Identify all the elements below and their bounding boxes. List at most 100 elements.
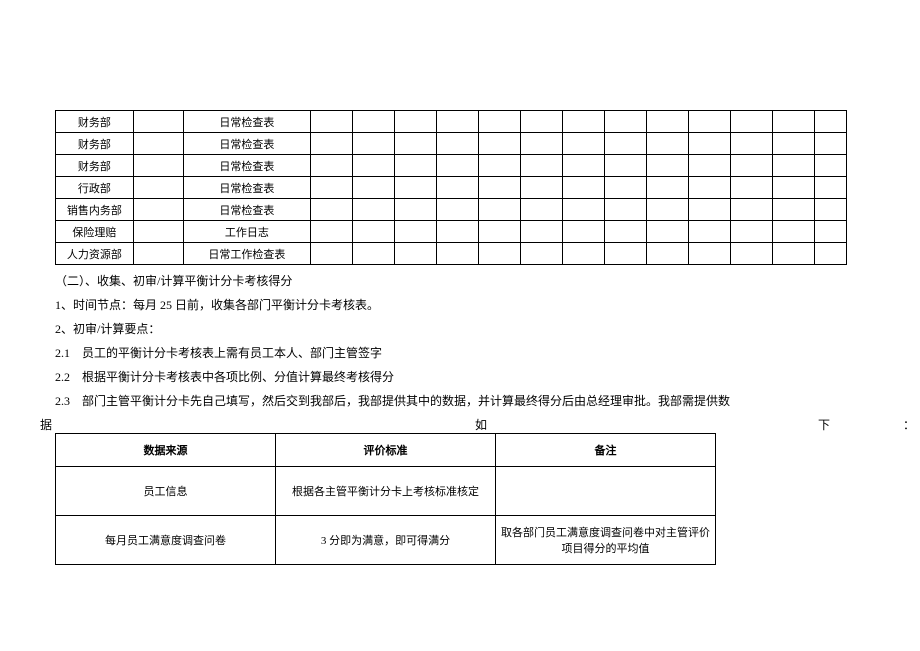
cell xyxy=(520,199,562,221)
cell xyxy=(773,221,815,243)
cell xyxy=(310,221,352,243)
cell xyxy=(394,243,436,265)
cell xyxy=(310,177,352,199)
cell xyxy=(562,133,604,155)
cell xyxy=(394,111,436,133)
cell xyxy=(773,155,815,177)
cell xyxy=(133,155,183,177)
cell xyxy=(773,133,815,155)
list-item: 2.1 员工的平衡计分卡考核表上需有员工本人、部门主管签字 xyxy=(55,341,865,365)
table-row: 保险理赔工作日志 xyxy=(56,221,847,243)
cell-doc: 日常检查表 xyxy=(184,177,310,199)
cell xyxy=(133,111,183,133)
cell xyxy=(436,199,478,221)
table-row: 财务部 日常检查表 xyxy=(56,133,847,155)
table-row: 每月员工满意度调查问卷 3 分即为满意，即可得满分 取各部门员工满意度调查问卷中… xyxy=(56,516,716,565)
cell xyxy=(689,199,731,221)
cell xyxy=(815,155,847,177)
cell xyxy=(310,111,352,133)
cell xyxy=(815,133,847,155)
cell xyxy=(773,177,815,199)
cell-doc: 日常检查表 xyxy=(184,199,310,221)
cell xyxy=(436,177,478,199)
cell-doc: 日常检查表 xyxy=(184,155,310,177)
cell xyxy=(352,243,394,265)
cell xyxy=(352,221,394,243)
cell xyxy=(478,155,520,177)
cell xyxy=(647,177,689,199)
cell xyxy=(689,133,731,155)
cell xyxy=(604,111,646,133)
cell xyxy=(520,133,562,155)
list-item: 2.3 部门主管平衡计分卡先自己填写，然后交到我部后，我部提供其中的数据，并计算… xyxy=(55,389,865,413)
cell xyxy=(562,155,604,177)
cell xyxy=(815,221,847,243)
cell-doc: 日常检查表 xyxy=(184,111,310,133)
cell: 根据各主管平衡计分卡上考核标准核定 xyxy=(276,467,496,516)
cell xyxy=(731,199,773,221)
cell xyxy=(520,155,562,177)
cell-dept: 财务部 xyxy=(56,133,134,155)
cell xyxy=(731,221,773,243)
cell xyxy=(604,155,646,177)
cell xyxy=(133,199,183,221)
cell xyxy=(394,221,436,243)
cell xyxy=(310,243,352,265)
cell xyxy=(478,221,520,243)
cell xyxy=(352,177,394,199)
cell xyxy=(647,199,689,221)
cell-dept: 保险理赔 xyxy=(56,221,134,243)
char-left: 据 xyxy=(40,413,52,437)
cell xyxy=(689,243,731,265)
cell xyxy=(520,111,562,133)
col-header: 数据来源 xyxy=(56,434,276,467)
cell xyxy=(562,221,604,243)
cell xyxy=(562,177,604,199)
cell xyxy=(773,199,815,221)
cell-doc: 日常检查表 xyxy=(184,133,310,155)
cell xyxy=(310,199,352,221)
cell xyxy=(604,133,646,155)
cell xyxy=(436,243,478,265)
department-table: 财务部日常检查表 财务部日常检查表 财务部日常检查表 行政部日常检查表 销售内务… xyxy=(55,110,847,265)
dept-tbody: 财务部日常检查表 财务部日常检查表 财务部日常检查表 行政部日常检查表 销售内务… xyxy=(56,111,847,265)
cell xyxy=(133,177,183,199)
cell xyxy=(478,243,520,265)
cell xyxy=(815,177,847,199)
cell xyxy=(478,199,520,221)
cell xyxy=(133,133,183,155)
cell xyxy=(478,133,520,155)
cell xyxy=(604,177,646,199)
cell xyxy=(773,111,815,133)
cell xyxy=(310,155,352,177)
cell xyxy=(436,155,478,177)
cell xyxy=(647,111,689,133)
cell xyxy=(647,243,689,265)
cell xyxy=(310,133,352,155)
cell xyxy=(731,111,773,133)
list-item: 2.2 根据平衡计分卡考核表中各项比例、分值计算最终考核得分 xyxy=(55,365,865,389)
cell xyxy=(562,199,604,221)
cell xyxy=(604,199,646,221)
cell xyxy=(773,243,815,265)
cell-dept: 人力资源部 xyxy=(56,243,134,265)
cell xyxy=(520,243,562,265)
page: 财务部日常检查表 财务部日常检查表 财务部日常检查表 行政部日常检查表 销售内务… xyxy=(0,0,920,651)
cell xyxy=(689,221,731,243)
cell xyxy=(352,155,394,177)
cell xyxy=(478,177,520,199)
cell xyxy=(436,111,478,133)
cell xyxy=(815,243,847,265)
cell xyxy=(815,111,847,133)
cell xyxy=(520,177,562,199)
col-header: 备注 xyxy=(496,434,716,467)
cell xyxy=(562,243,604,265)
cell xyxy=(133,243,183,265)
cell xyxy=(352,133,394,155)
cell xyxy=(436,221,478,243)
cell xyxy=(520,221,562,243)
cell xyxy=(647,221,689,243)
criteria-table: 数据来源 评价标准 备注 员工信息 根据各主管平衡计分卡上考核标准核定 每月员工… xyxy=(55,433,716,565)
cell xyxy=(352,199,394,221)
cell xyxy=(689,155,731,177)
